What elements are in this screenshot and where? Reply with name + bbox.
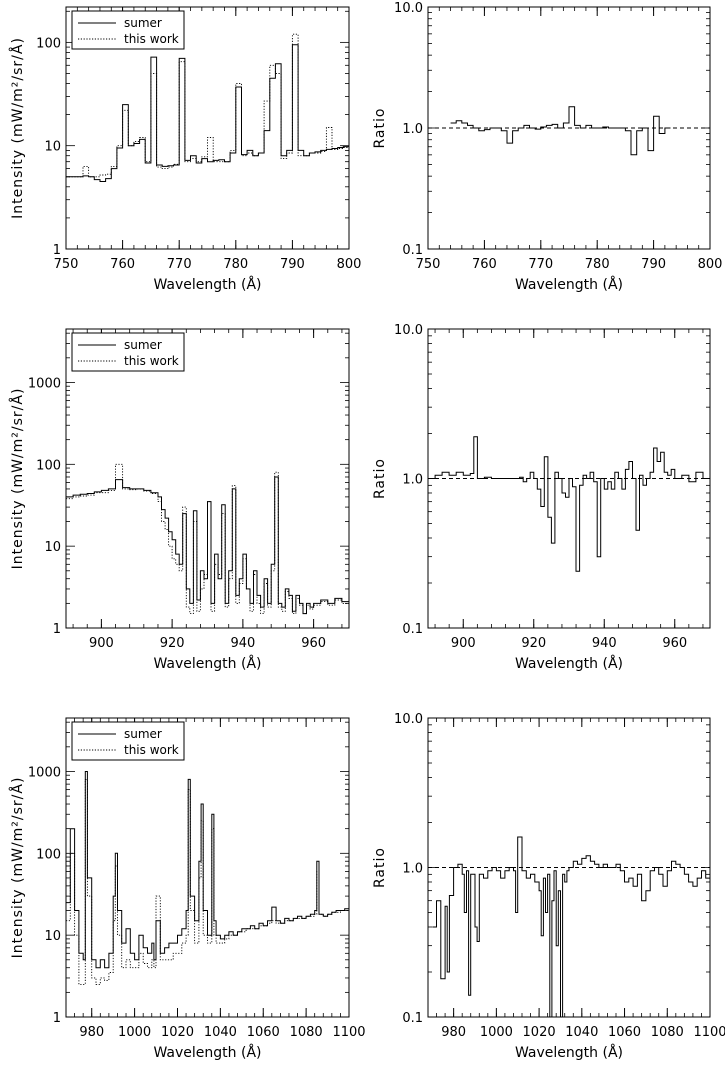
series-line-sumer <box>66 771 349 969</box>
y-tick-label: 10 <box>44 540 61 555</box>
x-tick-label: 760 <box>472 257 497 272</box>
legend-label-sumer: sumer <box>124 727 162 741</box>
x-tick-label: 750 <box>416 257 441 272</box>
x-tick-label: 770 <box>528 257 553 272</box>
x-tick-label: 1040 <box>565 1025 598 1040</box>
x-tick-label: 940 <box>230 636 255 651</box>
y-tick-label: 10.0 <box>394 323 423 338</box>
y-axis-label: Intensity (mW/m²/sr/Å) <box>9 37 26 219</box>
y-tick-label: 1.0 <box>402 473 423 488</box>
x-tick-label: 1080 <box>290 1025 323 1040</box>
x-tick-label: 800 <box>337 257 362 272</box>
x-tick-label: 1100 <box>332 1025 365 1040</box>
series-line-ratio <box>450 106 671 156</box>
x-tick-label: 980 <box>441 1025 466 1040</box>
legend-label-sumer: sumer <box>124 16 162 30</box>
x-tick-label: 1100 <box>693 1025 725 1040</box>
x-tick-label: 1000 <box>118 1025 151 1040</box>
series-line-sumer <box>66 44 349 182</box>
legend-label-this-work: this work <box>124 743 179 757</box>
x-axis-label: Wavelength (Å) <box>515 655 623 672</box>
x-tick-label: 760 <box>110 257 135 272</box>
panel-ratio-row1: 750 760 770 780 790 800 0.1 1.0 10.0 Wavelength (… <box>372 1 722 293</box>
y-tick-label: 1000 <box>28 376 61 391</box>
y-axis-label: Intensity (mW/m²/sr/Å) <box>9 777 26 959</box>
x-tick-label: 940 <box>592 636 617 651</box>
y-tick-label: 0.1 <box>402 243 423 258</box>
x-axis-label: Wavelength (Å) <box>515 276 623 293</box>
y-tick-label: 1 <box>53 622 61 637</box>
y-axis-label: Intensity (mW/m²/sr/Å) <box>9 388 26 570</box>
y-tick-label: 1 <box>53 243 61 258</box>
series-line-this-work <box>66 778 349 985</box>
y-tick-label: 100 <box>36 847 61 862</box>
y-tick-label: 0.1 <box>402 1011 423 1026</box>
panel-ratio-row3: 980 1000 1020 1040 1060 1080 1100 0.1 1.0 10.0 Wav… <box>372 712 725 1061</box>
y-tick-label: 100 <box>36 458 61 473</box>
x-tick-label: 750 <box>54 257 79 272</box>
panel-ratio-row2: 900 920 940 960 0.1 1.0 10.0 Wavelength (Å) Rati… <box>372 323 711 672</box>
x-tick-label: 920 <box>160 636 185 651</box>
x-tick-label: 1020 <box>523 1025 556 1040</box>
panel-intensity-row1: 750 760 770 780 790 800 1 10 100 Wavelength (Å) In… <box>9 6 362 293</box>
legend-box <box>71 721 185 761</box>
legend-box <box>71 10 185 50</box>
y-axis-label: Ratio <box>372 847 388 888</box>
y-tick-label: 0.1 <box>402 622 423 637</box>
x-tick-label: 1060 <box>247 1025 280 1040</box>
series-line-ratio <box>428 436 710 572</box>
x-tick-label: 800 <box>698 257 723 272</box>
x-axis-label: Wavelength (Å) <box>515 1044 623 1061</box>
x-tick-label: 780 <box>585 257 610 272</box>
series-line-this-work <box>66 33 349 178</box>
x-tick-label: 1000 <box>480 1025 513 1040</box>
legend-label-this-work: this work <box>124 354 179 368</box>
plot-frame <box>65 6 350 250</box>
y-axis-label: Ratio <box>372 458 388 499</box>
y-tick-label: 10 <box>44 140 61 155</box>
series-line-ratio <box>432 836 710 1017</box>
y-tick-label: 1.0 <box>402 862 423 877</box>
legend-label-sumer: sumer <box>124 338 162 352</box>
x-axis-label: Wavelength (Å) <box>153 276 261 293</box>
x-tick-label: 900 <box>89 636 114 651</box>
y-axis-label: Ratio <box>372 108 388 149</box>
y-tick-label: 1000 <box>28 765 61 780</box>
y-tick-label: 100 <box>36 36 61 51</box>
plot-frame <box>65 717 350 1018</box>
y-tick-label: 1.0 <box>402 122 423 137</box>
panel-intensity-row3: 980 1000 1020 1040 1060 1080 11001101001000Wav… <box>9 717 366 1061</box>
x-tick-label: 960 <box>301 636 326 651</box>
plot-frame <box>65 328 350 629</box>
x-tick-label: 980 <box>79 1025 104 1040</box>
y-tick-label: 10.0 <box>394 712 423 727</box>
x-tick-label: 1020 <box>161 1025 194 1040</box>
x-axis-label: Wavelength (Å) <box>153 655 261 672</box>
legend-label-this-work: this work <box>124 32 179 46</box>
y-tick-label: 10.0 <box>394 1 423 16</box>
y-tick-label: 1 <box>53 1011 61 1026</box>
x-tick-label: 790 <box>641 257 666 272</box>
y-tick-label: 10 <box>44 929 61 944</box>
panel-intensity-row2: 900 920 940 960 1 10 100 1000 Wavelength (Å) Inte… <box>9 328 350 672</box>
legend-box <box>71 332 185 372</box>
x-axis-label: Wavelength (Å) <box>153 1044 261 1061</box>
x-tick-label: 1040 <box>204 1025 237 1040</box>
x-tick-label: 780 <box>223 257 248 272</box>
x-tick-label: 900 <box>451 636 476 651</box>
x-tick-label: 770 <box>167 257 192 272</box>
x-tick-label: 1080 <box>651 1025 684 1040</box>
series-line-sumer <box>66 476 349 615</box>
x-tick-label: 920 <box>521 636 546 651</box>
x-tick-label: 960 <box>662 636 687 651</box>
x-tick-label: 1060 <box>608 1025 641 1040</box>
x-tick-label: 790 <box>280 257 305 272</box>
series-line-this-work <box>66 463 349 615</box>
